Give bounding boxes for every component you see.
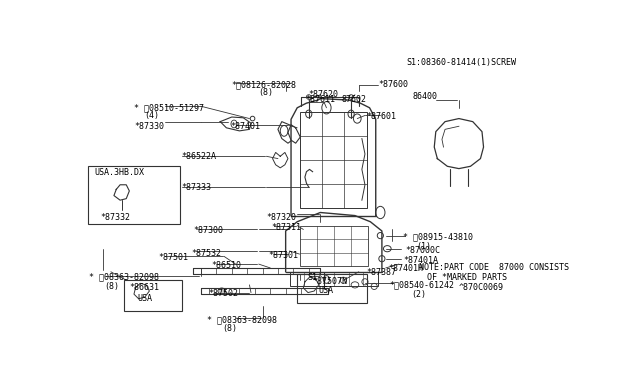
Text: *87532: *87532 [192, 249, 221, 258]
Text: S1:08360-81414(1)SCREW: S1:08360-81414(1)SCREW [406, 58, 516, 67]
Text: *87401H: *87401H [388, 264, 423, 273]
Text: OF *MARKED PARTS: OF *MARKED PARTS [427, 273, 507, 282]
Text: (8): (8) [223, 324, 237, 333]
Text: *86510: *86510 [211, 261, 241, 270]
Text: *87000C: *87000C [405, 246, 440, 256]
Text: *87301: *87301 [269, 251, 299, 260]
Text: *87330: *87330 [134, 122, 164, 131]
Bar [88, 166, 180, 224]
Text: *87401A: *87401A [403, 256, 438, 265]
Text: USA: USA [137, 294, 152, 303]
Text: S1: S1 [307, 273, 317, 282]
Text: * Ⓗ08915-43810: * Ⓗ08915-43810 [403, 232, 474, 241]
Text: *87620: *87620 [308, 90, 339, 99]
Bar [289, 272, 378, 286]
Text: (8): (8) [259, 88, 274, 97]
Text: *87600: *87600 [379, 80, 409, 89]
Text: 86400: 86400 [413, 92, 438, 102]
Text: (2): (2) [411, 289, 426, 298]
Text: (4): (4) [145, 111, 160, 120]
Text: * Ⓜ08363-82098: * Ⓜ08363-82098 [207, 316, 277, 325]
Text: USA: USA [319, 286, 334, 295]
Bar [300, 226, 368, 266]
Text: *87611: *87611 [305, 95, 335, 104]
Text: *87333: *87333 [182, 183, 212, 192]
Text: *87300: *87300 [193, 226, 223, 235]
Text: *Ⓜ08540-61242: *Ⓜ08540-61242 [390, 280, 454, 289]
Bar [124, 280, 182, 311]
Text: *87332: *87332 [101, 212, 131, 221]
Text: *87507N: *87507N [312, 277, 348, 286]
Text: * Ⓜ08363-82098: * Ⓜ08363-82098 [90, 273, 159, 282]
Text: * Ⓜ08510-51297: * Ⓜ08510-51297 [134, 103, 204, 112]
Text: *87502: *87502 [209, 289, 239, 298]
Text: *86631: *86631 [129, 283, 159, 292]
Text: *87401: *87401 [230, 122, 260, 131]
Text: *87320: *87320 [266, 212, 296, 221]
Text: *87601: *87601 [367, 112, 397, 121]
Text: (8): (8) [105, 282, 120, 291]
Ellipse shape [218, 288, 225, 294]
Text: *87501: *87501 [159, 253, 189, 262]
Bar [300, 112, 367, 208]
Text: 87602: 87602 [342, 95, 367, 104]
Text: ^870C0069: ^870C0069 [459, 283, 504, 292]
Text: *86522A: *86522A [182, 153, 217, 161]
Bar [297, 274, 367, 303]
Text: *87311: *87311 [271, 222, 301, 231]
Text: (1): (1) [417, 242, 431, 251]
Text: NOTE:PART CODE  87000 CONSISTS: NOTE:PART CODE 87000 CONSISTS [419, 263, 569, 272]
Text: *⒲08126-82028: *⒲08126-82028 [232, 80, 297, 89]
Text: USA.3HB.DX: USA.3HB.DX [94, 168, 144, 177]
Text: *87387: *87387 [367, 268, 397, 277]
